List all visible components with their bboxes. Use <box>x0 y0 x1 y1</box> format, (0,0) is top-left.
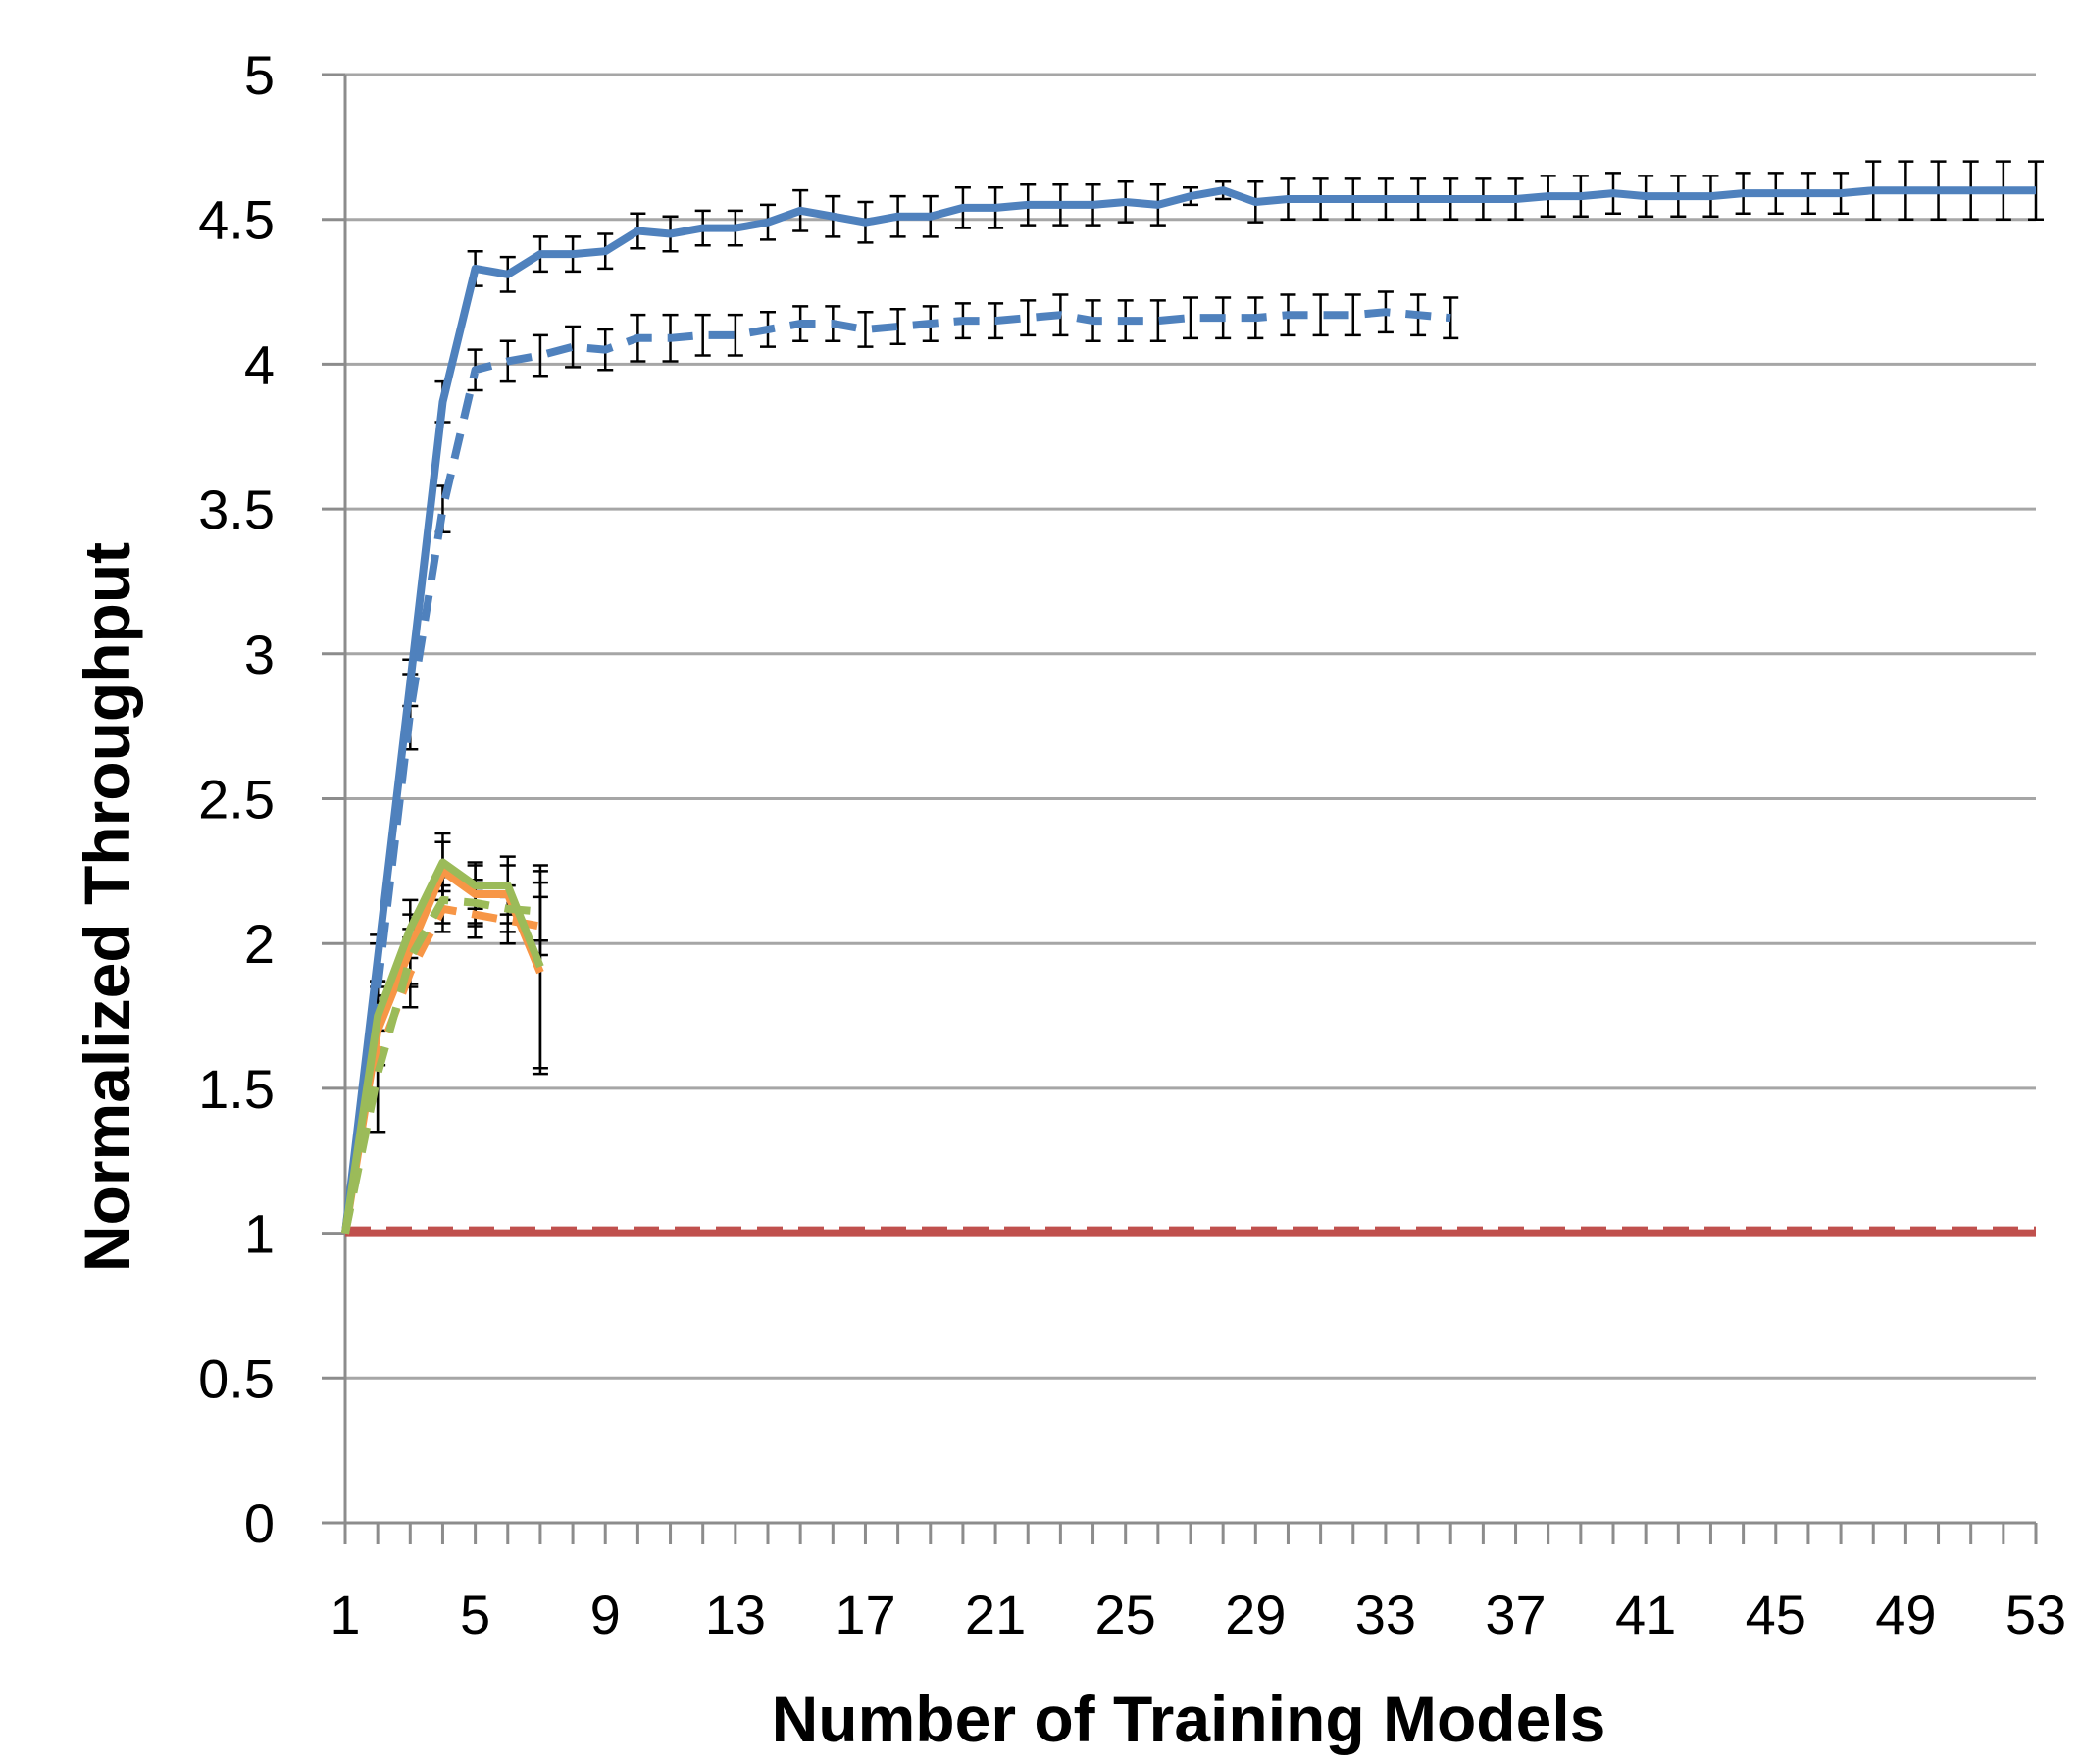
x-tick-label: 37 <box>1485 1584 1546 1645</box>
error-bar-blue-dashed <box>857 310 874 348</box>
x-tick-label: 49 <box>1875 1584 1936 1645</box>
x-tick-label: 45 <box>1746 1584 1806 1645</box>
y-tick-label: 0.5 <box>198 1347 275 1409</box>
x-tick-label: 29 <box>1225 1584 1286 1645</box>
error-bar-green-dashed <box>532 881 548 942</box>
series-line-green-solid <box>341 858 544 1235</box>
x-tick-label: 17 <box>835 1584 895 1645</box>
x-tick-label: 41 <box>1615 1584 1676 1645</box>
gridlines <box>345 73 2036 1380</box>
y-tick-label: 1 <box>244 1203 275 1265</box>
error-bar-blue-dashed <box>1149 299 1166 343</box>
x-tick-label: 5 <box>460 1584 490 1645</box>
error-bar-blue-dashed <box>1312 293 1329 337</box>
y-tick-label: 4.5 <box>198 189 275 251</box>
error-bar-blue-dashed <box>1020 299 1037 337</box>
x-tick-label: 21 <box>965 1584 1026 1645</box>
series-line-green-dashed <box>341 895 541 1235</box>
x-tick-label: 13 <box>705 1584 766 1645</box>
axes <box>322 73 2038 1544</box>
x-tick-label: 33 <box>1355 1584 1416 1645</box>
error-bar-blue-dashed <box>1344 293 1361 337</box>
y-tick-label: 5 <box>244 44 275 106</box>
y-tick-label: 2.5 <box>198 769 275 831</box>
error-bar-blue-dashed <box>889 308 906 345</box>
series-line-blue-solid <box>341 186 2036 1235</box>
data-series <box>341 186 2036 1237</box>
y-tick-label: 1.5 <box>198 1058 275 1120</box>
y-tick-label: 0 <box>244 1492 275 1554</box>
y-tick-label: 3.5 <box>198 479 275 540</box>
y-tick-label: 4 <box>244 333 275 395</box>
x-tick-label: 9 <box>590 1584 621 1645</box>
y-tick-label: 2 <box>244 913 275 975</box>
error-bar-blue-dashed <box>727 313 743 357</box>
x-axis-title: Number of Training Models <box>772 1683 1606 1755</box>
x-tick-label: 53 <box>2005 1584 2066 1645</box>
error-bars <box>370 160 2044 1134</box>
x-tick-label: 1 <box>330 1584 360 1645</box>
y-axis-title: Normalized Throughput <box>71 542 143 1272</box>
error-bar-blue-dashed <box>532 333 548 378</box>
error-bar-blue-dashed <box>694 313 711 357</box>
x-tick-label: 25 <box>1095 1584 1156 1645</box>
error-bar-blue-dashed <box>565 325 582 369</box>
error-bar-blue-dashed <box>1443 296 1459 340</box>
series-line-blue-dashed <box>341 308 1451 1235</box>
y-tick-label: 3 <box>244 624 275 685</box>
error-bar-blue-dashed <box>1183 296 1198 340</box>
tick-labels: 0 0.5 1 1.5 2 2.5 3 3.5 4 4.5 5 1 5 9 13 17 21 25 29 33 37 41… <box>198 44 2066 1645</box>
